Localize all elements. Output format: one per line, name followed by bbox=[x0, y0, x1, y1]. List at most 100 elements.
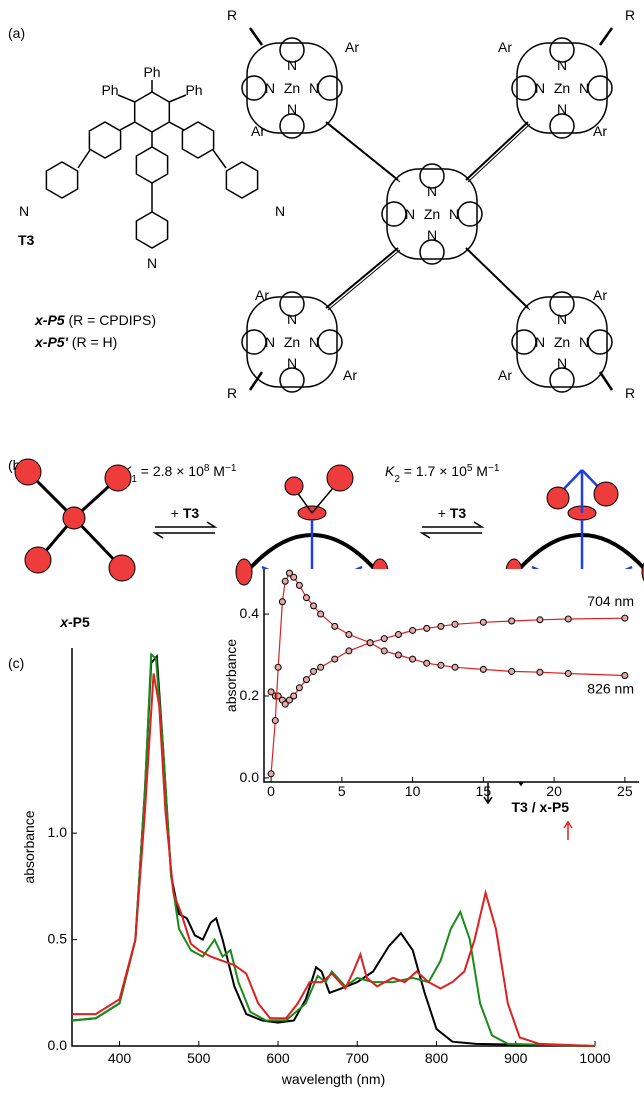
atom-label: N bbox=[309, 80, 319, 96]
data-point bbox=[451, 663, 459, 671]
data-point bbox=[345, 631, 353, 639]
atom-label: N bbox=[405, 206, 415, 222]
data-point bbox=[267, 688, 275, 696]
plus-label: + T3 bbox=[171, 505, 200, 521]
plus-label-part: + bbox=[438, 505, 450, 521]
species-label: x-P5 bbox=[59, 614, 90, 630]
atom-label: N bbox=[147, 255, 157, 271]
porphyrin-unit bbox=[62, 506, 86, 530]
ring bbox=[225, 161, 259, 199]
bond bbox=[465, 121, 529, 181]
pyrrole bbox=[511, 329, 537, 355]
porphyrin bbox=[516, 42, 608, 134]
pyrrole bbox=[279, 367, 305, 393]
compound-label-part: (R = CPDIPS) bbox=[65, 312, 156, 328]
equilibrium-arrows bbox=[419, 521, 485, 539]
equilibrium-constant-part: −1 bbox=[488, 463, 500, 474]
y-tick-label: 0.4 bbox=[240, 605, 260, 621]
data-point bbox=[278, 598, 286, 606]
data-point bbox=[366, 639, 374, 647]
atom-label: N bbox=[557, 101, 567, 117]
compound-label: x-P5 (R = CPDIPS) bbox=[34, 312, 156, 328]
bond bbox=[327, 123, 401, 183]
data-point bbox=[285, 696, 293, 704]
data-point bbox=[451, 620, 459, 628]
plus-label-part: T3 bbox=[450, 505, 467, 521]
x-tick-label: 700 bbox=[346, 1050, 370, 1066]
atom-label: Ar bbox=[255, 287, 269, 303]
atom-label: R bbox=[227, 7, 237, 23]
data-point bbox=[508, 617, 516, 625]
atom-label: Ar bbox=[593, 287, 607, 303]
bond bbox=[327, 249, 401, 311]
series-label: 704 nm bbox=[587, 593, 634, 609]
equilibrium-constant: K1 = 2.8 × 108 M−1 bbox=[122, 463, 237, 485]
y-tick-label: 0.5 bbox=[48, 931, 68, 947]
data-point bbox=[310, 667, 318, 675]
compound-label-part: x-P5 bbox=[34, 312, 65, 328]
atom-label: Ph bbox=[101, 82, 118, 98]
bond bbox=[168, 94, 187, 103]
ring bbox=[88, 121, 122, 159]
data-point bbox=[281, 700, 289, 708]
data-point bbox=[564, 615, 572, 623]
equilibrium-constant-part: = 1.7 × 10 bbox=[400, 463, 467, 479]
bond bbox=[248, 27, 264, 46]
porphyrin-unit bbox=[104, 464, 132, 492]
x-tick-label: 20 bbox=[546, 783, 562, 799]
y-tick-label: 0.0 bbox=[48, 1037, 68, 1053]
atom-label: Ar bbox=[498, 39, 512, 55]
data-point bbox=[564, 669, 572, 677]
atom-label: R bbox=[625, 7, 635, 23]
bond bbox=[77, 149, 91, 169]
compound-label: T3 bbox=[18, 232, 35, 248]
data-point bbox=[345, 647, 353, 655]
compound-label-part: (R = H) bbox=[68, 334, 117, 350]
equilibrium-constant-part: 2 bbox=[394, 474, 400, 485]
atom-label: N bbox=[557, 355, 567, 371]
atom-label: N bbox=[265, 334, 275, 350]
bond bbox=[598, 371, 614, 391]
x-tick-label: 10 bbox=[405, 783, 421, 799]
porphyrin-unit bbox=[108, 554, 136, 582]
pyrrole bbox=[587, 329, 613, 355]
porphyrin bbox=[516, 296, 608, 388]
pyrrole bbox=[317, 75, 343, 101]
x-tick-label: 15 bbox=[476, 783, 492, 799]
data-point bbox=[423, 624, 431, 632]
y-tick-label: 1.0 bbox=[48, 824, 68, 840]
pyrrole bbox=[549, 367, 575, 393]
bond bbox=[168, 121, 185, 131]
bond bbox=[467, 123, 531, 183]
data-point bbox=[394, 631, 402, 639]
bond bbox=[598, 27, 614, 46]
atom-label: Ar bbox=[593, 123, 607, 139]
compound-label-part: x-P5' bbox=[34, 334, 69, 350]
x-tick-label: 800 bbox=[425, 1050, 449, 1066]
x-tick-label: 400 bbox=[108, 1050, 132, 1066]
porphyrin-unit bbox=[593, 481, 619, 507]
porphyrin bbox=[246, 296, 338, 388]
equilibrium-constant-part: M bbox=[209, 463, 225, 479]
data-point bbox=[380, 647, 388, 655]
pyrrole bbox=[381, 201, 407, 227]
atom-label: Ph bbox=[143, 64, 160, 80]
data-point bbox=[271, 717, 279, 725]
x-tick-label: 600 bbox=[266, 1050, 290, 1066]
atom-label: N bbox=[535, 334, 545, 350]
pyrrole bbox=[241, 75, 267, 101]
equilibrium-constant-part: 1 bbox=[131, 474, 137, 485]
atom-label: N bbox=[427, 227, 437, 243]
series-label: 826 nm bbox=[587, 681, 634, 697]
data-point bbox=[508, 667, 516, 675]
data-point bbox=[295, 684, 303, 692]
equilibrium-arrows bbox=[152, 521, 218, 539]
pyrrole bbox=[549, 37, 575, 63]
data-point bbox=[302, 676, 310, 684]
x-axis-label: wavelength (nm) bbox=[281, 1071, 386, 1087]
bond bbox=[117, 94, 136, 103]
data-point bbox=[290, 692, 298, 700]
data-point bbox=[290, 573, 298, 581]
porphyrin-unit bbox=[14, 458, 42, 486]
plus-label-part: + bbox=[171, 505, 183, 521]
